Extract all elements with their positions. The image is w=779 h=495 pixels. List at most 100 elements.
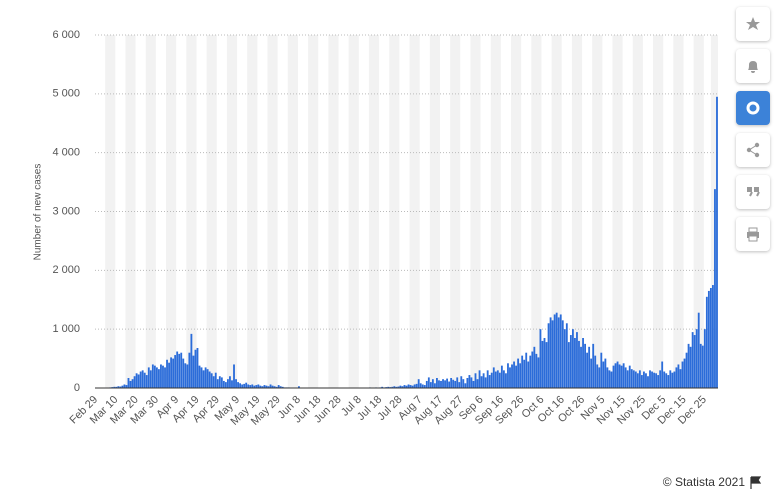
bar	[502, 370, 505, 388]
bar	[661, 361, 664, 388]
bar	[123, 384, 126, 388]
bar	[651, 371, 653, 388]
bar	[701, 345, 704, 388]
bar	[135, 373, 138, 388]
bar	[588, 346, 591, 388]
bar	[494, 371, 497, 388]
bar	[231, 380, 233, 388]
bar	[448, 381, 451, 388]
bar	[482, 373, 485, 388]
credit: © Statista 2021	[663, 475, 746, 489]
print-button[interactable]	[736, 217, 770, 251]
bar	[176, 351, 179, 388]
bar	[129, 380, 132, 388]
bar	[472, 380, 475, 388]
bar	[565, 323, 568, 388]
bar	[166, 359, 168, 388]
bar	[115, 386, 118, 388]
bar	[645, 373, 647, 388]
y-tick-label: 1 000	[52, 323, 80, 335]
bar	[206, 369, 209, 388]
y-tick-label: 5 000	[52, 88, 80, 100]
bar	[604, 358, 607, 388]
bar	[149, 370, 152, 388]
bar	[707, 290, 710, 388]
bar	[224, 382, 227, 388]
bar	[480, 376, 483, 388]
band	[571, 35, 583, 388]
bar	[561, 320, 564, 388]
bar	[665, 373, 668, 388]
bar	[237, 382, 239, 388]
bar	[614, 363, 617, 388]
bar	[202, 370, 205, 388]
bar	[703, 329, 706, 388]
bar	[212, 376, 215, 388]
bar	[559, 314, 562, 388]
settings-button[interactable]	[736, 91, 770, 125]
band	[470, 35, 481, 388]
bar	[486, 370, 489, 388]
bar	[610, 371, 613, 388]
band	[125, 35, 136, 388]
bar	[265, 385, 268, 388]
bar	[580, 346, 582, 388]
bar	[630, 369, 633, 388]
bar	[681, 361, 684, 388]
y-tick-label: 2 000	[52, 264, 80, 276]
bar	[699, 343, 702, 388]
bar	[184, 363, 187, 388]
bar	[638, 370, 641, 388]
bar	[216, 379, 219, 388]
share-button[interactable]	[736, 133, 770, 167]
bar	[462, 379, 465, 388]
bar	[636, 373, 639, 388]
bar	[271, 385, 274, 388]
bar	[188, 352, 191, 388]
band	[226, 35, 238, 388]
bar	[239, 383, 242, 388]
flag-icon	[750, 476, 762, 489]
bar	[182, 358, 185, 388]
bar	[143, 372, 146, 388]
favorite-button[interactable]	[736, 7, 770, 41]
bar	[598, 367, 601, 388]
band	[389, 35, 400, 388]
bar	[200, 367, 203, 388]
bar	[620, 365, 623, 388]
bar	[151, 364, 154, 388]
bar	[259, 385, 262, 388]
bar	[204, 367, 207, 388]
bar	[505, 373, 507, 388]
bar	[679, 369, 682, 388]
bar	[569, 335, 572, 388]
bar	[673, 371, 676, 388]
bar	[168, 362, 170, 388]
bar	[423, 385, 426, 388]
bar	[596, 364, 599, 388]
bar	[117, 386, 120, 388]
bar	[571, 329, 574, 388]
bar	[513, 361, 515, 388]
bar	[257, 384, 260, 388]
bar	[464, 383, 467, 388]
bar	[141, 370, 144, 388]
bar	[229, 376, 231, 388]
notification-button[interactable]	[736, 49, 770, 83]
cite-button[interactable]	[736, 175, 770, 209]
bar	[381, 386, 384, 388]
print-icon	[747, 227, 759, 242]
bar	[433, 383, 436, 388]
bar	[269, 384, 272, 388]
bar	[417, 379, 420, 388]
band	[308, 35, 319, 388]
bar	[194, 349, 197, 388]
share-icon	[746, 142, 760, 158]
bar	[399, 385, 402, 388]
bar	[616, 361, 619, 388]
bar	[574, 337, 576, 388]
bar	[133, 376, 136, 388]
bar	[125, 385, 128, 388]
bar	[669, 370, 672, 388]
